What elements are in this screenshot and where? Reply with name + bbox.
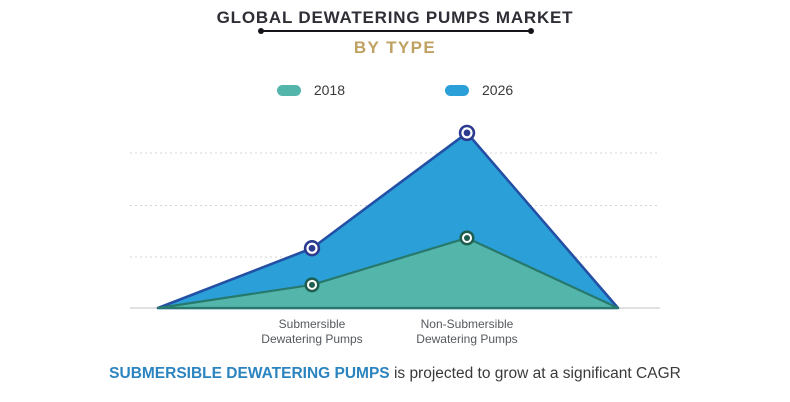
underline-right-dot: [528, 28, 534, 34]
marker-dot: [463, 129, 471, 137]
title-underline: [258, 28, 534, 34]
legend-swatch-2026: [445, 84, 469, 96]
footer-text: is projected to grow at a significant CA…: [393, 365, 681, 382]
x-axis-label-line: Dewatering Pumps: [416, 331, 518, 346]
legend-label-2018: 2018: [313, 82, 345, 98]
x-axis-label-line: Submersible: [278, 317, 346, 331]
x-axis-label-line: Dewatering Pumps: [261, 331, 363, 346]
legend-swatch-2018: [276, 84, 301, 96]
legend-label-2026: 2026: [482, 82, 514, 98]
x-axis-label-submersible: Submersible Dewatering Pumps: [212, 317, 412, 346]
marker-dot: [309, 281, 315, 288]
legend-item-2018: 2018: [276, 82, 345, 98]
page-title: GLOBAL DEWATERING PUMPS MARKET: [216, 8, 574, 27]
footer-highlight: SUBMERSIBLE DEWATERING PUMPS: [109, 365, 390, 382]
footer-caption: SUBMERSIBLE DEWATERING PUMPS is projecte…: [0, 365, 790, 383]
marker-dot: [464, 234, 470, 241]
legend-item-2026: 2026: [445, 82, 513, 98]
page-subtitle: BY TYPE: [353, 38, 437, 57]
legend: 2018 2026: [0, 82, 790, 98]
marker-dot: [308, 244, 316, 252]
underline-left-dot: [258, 28, 264, 34]
x-axis-label-non-submersible: Non-Submersible Dewatering Pumps: [367, 317, 567, 346]
x-axis-label-line: Non-Submersible: [420, 317, 514, 331]
